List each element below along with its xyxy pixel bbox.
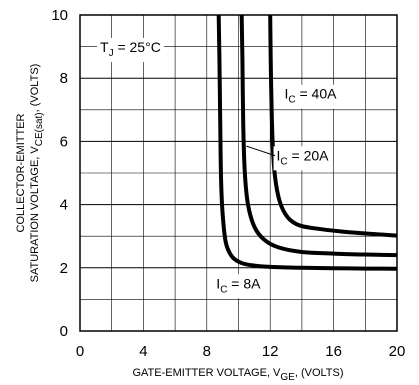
series-label-2: IC = 20A: [246, 145, 333, 171]
x-tick-labels: 0 4 8 12 16 20: [76, 343, 406, 360]
series-line-2: [239, 14, 398, 258]
condition-label-background: [97, 38, 164, 62]
y-tick-label: 10: [51, 7, 68, 24]
x-axis-label: GATE-EMITTER VOLTAGE, VGE, (VOLTS): [132, 367, 343, 383]
x-tick-label: 4: [139, 343, 147, 360]
y-axis-label-line2: SATURATION VOLTAGE, VCE(sat), (VOLTS): [29, 64, 45, 283]
series-line-1: [216, 14, 398, 271]
y-tick-label: 4: [60, 197, 68, 214]
series-labels: IC = 8A IC = 20A IC = 40A: [213, 84, 341, 299]
y-tick-labels: 0 2 4 6 8 10: [51, 7, 68, 340]
x-tick-label: 12: [262, 343, 279, 360]
y-tick-label: 8: [60, 70, 68, 87]
plot-frame: [79, 14, 398, 332]
x-tick-label: 20: [389, 343, 406, 360]
series-label-3: IC = 40A: [281, 84, 341, 109]
temperature-condition: TJ = 25°C: [100, 39, 161, 59]
series-label-background: [213, 274, 265, 299]
series-label-background: [281, 84, 341, 109]
series-label-1: IC = 8A: [213, 274, 265, 299]
series-label-text: IC = 8A: [216, 275, 261, 295]
x-tick-label: 16: [325, 343, 342, 360]
series-label-text: IC = 40A: [284, 86, 337, 106]
series-label-text: IC = 20A: [277, 147, 330, 167]
series-label-pointer: [246, 145, 276, 157]
series-label-background: [273, 146, 333, 171]
y-axis-label: COLLECTOR-EMITTER SATURATION VOLTAGE, VC…: [15, 64, 45, 283]
curves: [216, 14, 398, 271]
x-tick-label: 8: [203, 343, 211, 360]
y-axis-label-line1: COLLECTOR-EMITTER: [15, 113, 27, 232]
x-tick-label: 0: [76, 343, 84, 360]
y-tick-label: 6: [60, 133, 68, 150]
y-tick-label: 2: [60, 260, 68, 277]
series-line-3: [268, 14, 398, 238]
y-tick-label: 0: [60, 323, 68, 340]
